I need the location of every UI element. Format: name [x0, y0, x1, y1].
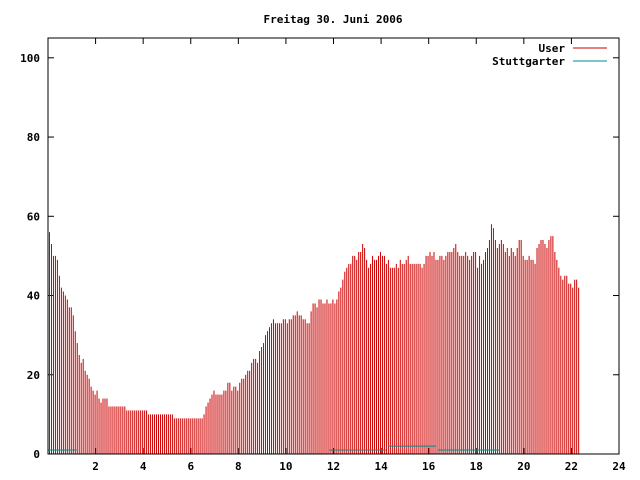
- x-tick-label: 16: [422, 460, 436, 473]
- y-tick-label: 100: [20, 52, 40, 65]
- x-tick-label: 2: [92, 460, 99, 473]
- x-tick-label: 10: [279, 460, 292, 473]
- user-bars: [49, 224, 580, 454]
- legend-label: User: [539, 42, 566, 55]
- plot-frame: [47, 37, 620, 455]
- x-tick-label: 18: [470, 460, 483, 473]
- legend-label: Stuttgarter: [492, 55, 565, 68]
- x-tick-label: 14: [374, 460, 388, 473]
- y-tick-label: 60: [27, 210, 40, 223]
- stuttgarter-series: [48, 445, 501, 451]
- x-tick-label: 22: [565, 460, 578, 473]
- x-tick-label: 6: [187, 460, 194, 473]
- x-tick-label: 8: [235, 460, 242, 473]
- y-axis: 0 20 40 60 80 100: [20, 52, 619, 461]
- x-tick-label: 4: [140, 460, 147, 473]
- chart-title: Freitag 30. Juni 2006: [263, 13, 402, 26]
- x-tick-label: 12: [327, 460, 340, 473]
- y-tick-label: 20: [27, 369, 40, 382]
- x-tick-label: 24: [612, 460, 626, 473]
- y-tick-label: 80: [27, 131, 40, 144]
- y-tick-label: 0: [33, 448, 40, 461]
- x-axis: 2 4 6 8 10 12 14 16 18 20 22 24: [92, 38, 626, 473]
- y-tick-label: 40: [27, 290, 40, 303]
- x-tick-label: 20: [517, 460, 530, 473]
